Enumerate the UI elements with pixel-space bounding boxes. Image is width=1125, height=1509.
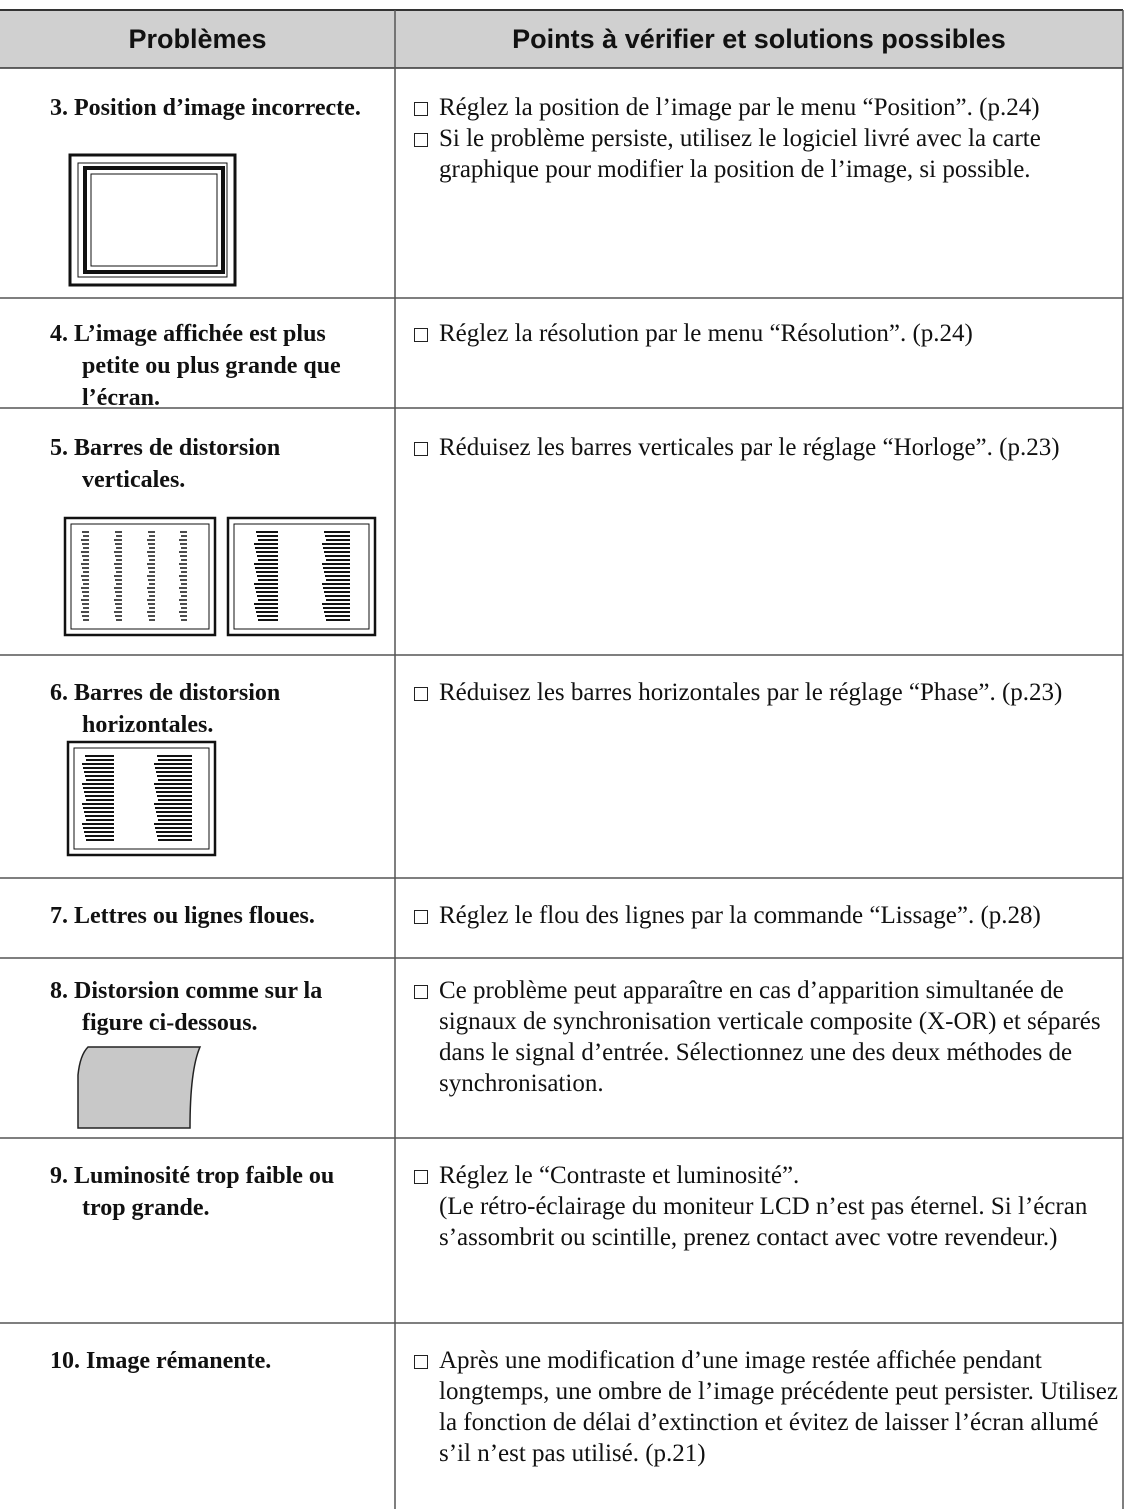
solution-text: Réglez la résolution par le menu “Résolu…: [439, 320, 973, 347]
illustration-distortion: [77, 1046, 202, 1129]
solutions: Ce problème peut apparaître en cas d’app…: [414, 975, 1119, 1099]
checkbox: [414, 133, 428, 147]
problem: 7. Lettres ou lignes floues.: [50, 903, 315, 929]
solution-item: Si le problème persiste, utilisez le log…: [414, 123, 1119, 185]
checkbox: [414, 102, 428, 116]
solution-text: Si le problème persiste, utilisez le log…: [439, 125, 1041, 183]
solutions: Réglez le “Contraste et luminosité”. (Le …: [414, 1160, 1119, 1253]
problem: 8. Distorsion comme sur la figure ci-des…: [50, 978, 323, 1036]
illustration-position: [68, 153, 237, 287]
solution-text: Réglez le “Contraste et luminosité”.: [439, 1162, 800, 1189]
solution-item: Réduisez les barres verticales par le ré…: [414, 432, 1119, 463]
solution-item: Ce problème peut apparaître en cas d’app…: [414, 975, 1119, 1099]
problem: 10. Image rémanente.: [50, 1348, 272, 1374]
solution-item: Réglez la position de l’image par le men…: [414, 92, 1119, 123]
solution-note: (Le rétro-éclairage du moniteur LCD n’es…: [439, 1193, 1088, 1251]
problem: 5. Barres de distorsion verticales.: [50, 435, 281, 493]
checkbox: [414, 910, 428, 924]
problem: 9. Luminosité trop faible ou trop grande…: [50, 1163, 335, 1221]
illustration-horizontal: [66, 740, 217, 857]
solution-text: Réglez la position de l’image par le men…: [439, 94, 1040, 121]
header-cell: Points à vérifier et solutions possibles: [512, 24, 1006, 54]
checkbox: [414, 442, 428, 456]
solution-text: Ce problème peut apparaître en cas d’app…: [439, 977, 1101, 1097]
checkbox: [414, 687, 428, 701]
solution-text: Réduisez les barres horizontales par le …: [439, 679, 1063, 706]
solutions: Après une modification d’une image resté…: [414, 1345, 1119, 1469]
checkbox: [414, 985, 428, 999]
checkbox: [414, 328, 428, 342]
header-cell: Problèmes: [128, 24, 267, 54]
illustration-vertical: [63, 516, 377, 637]
header-bg: [0, 10, 1123, 68]
solution-text: Réglez le flou des lignes par la command…: [439, 902, 1041, 929]
solutions: Réduisez les barres verticales par le ré…: [414, 432, 1119, 463]
solution-item: Après une modification d’une image resté…: [414, 1345, 1119, 1469]
solutions: Réduisez les barres horizontales par le …: [414, 677, 1119, 708]
solutions: Réglez le flou des lignes par la command…: [414, 900, 1119, 931]
checkbox: [414, 1355, 428, 1369]
solution-item: Réglez le “Contraste et luminosité”.: [414, 1160, 1119, 1191]
solutions: Réglez la position de l’image par le men…: [414, 92, 1119, 185]
solutions: Réglez la résolution par le menu “Résolu…: [414, 318, 1119, 349]
solution-item: Réduisez les barres horizontales par le …: [414, 677, 1119, 708]
problem: 4. L’image affichée est plus petite ou p…: [50, 321, 341, 411]
problem: 3. Position d’image incorrecte.: [50, 95, 361, 121]
problem: 6. Barres de distorsion horizontales.: [50, 680, 281, 738]
solution-text: Réduisez les barres verticales par le ré…: [439, 434, 1060, 461]
solution-item: Réglez la résolution par le menu “Résolu…: [414, 318, 1119, 349]
checkbox: [414, 1170, 428, 1184]
solution-item: Réglez le flou des lignes par la command…: [414, 900, 1119, 931]
solution-text: Après une modification d’une image resté…: [439, 1347, 1118, 1467]
